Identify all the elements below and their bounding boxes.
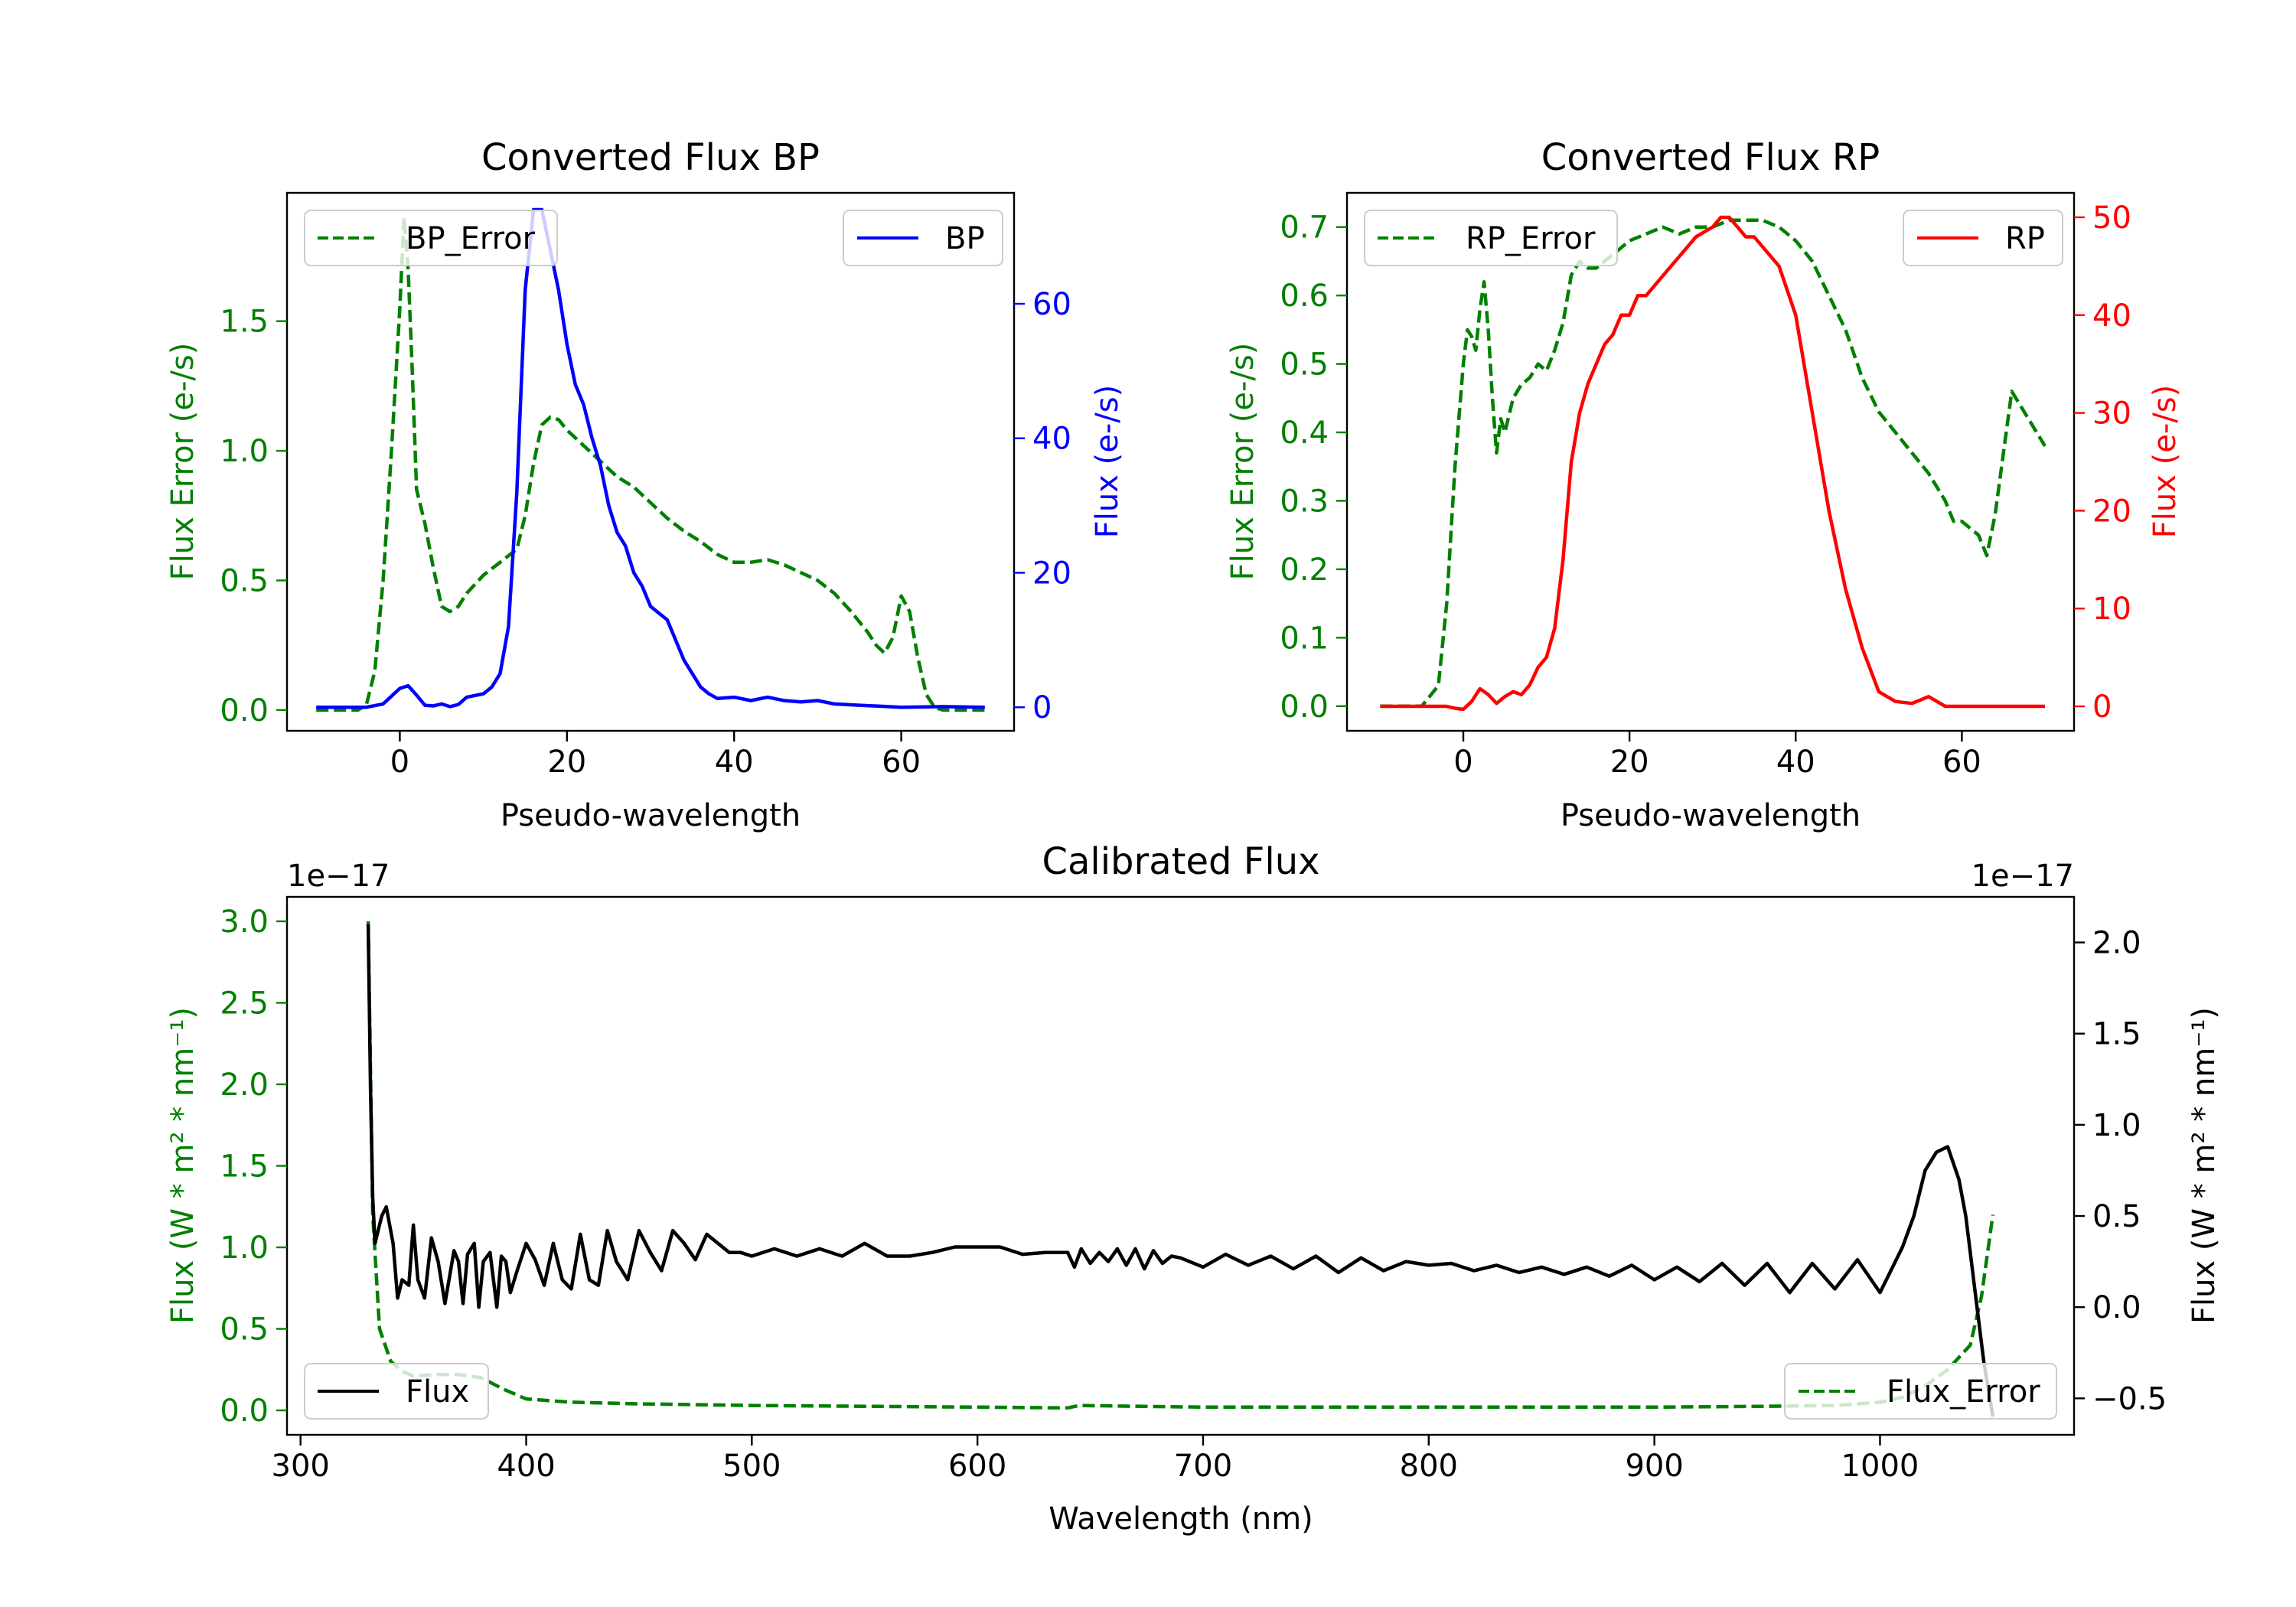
cal-xtick-label: 300 — [272, 1449, 330, 1484]
rp-series-right — [1380, 215, 2045, 712]
panel-rp-ylabel-right: Flux (e-/s) — [2148, 385, 2183, 538]
rp-series-left — [1380, 218, 2047, 709]
legend-label-bp-error: BP_Error — [406, 221, 536, 256]
panel-calibrated-xlabel: Wavelength (nm) — [1049, 1501, 1313, 1537]
rp-ytick-left-label: 0.1 — [1280, 621, 1329, 656]
bp-ytick-left-label: 0.5 — [220, 563, 269, 598]
rp-ytick-right-label: 40 — [2092, 298, 2131, 334]
cal-ytick-left-label: 2.0 — [220, 1068, 269, 1103]
panel-rp: Converted Flux RP 0 20 40 60 0.0 0.1 0.2 0.3 0.4… — [1225, 136, 2183, 833]
rp-ytick-left-label: 0.3 — [1280, 484, 1329, 519]
rp-ytick-left-label: 0.6 — [1280, 279, 1329, 314]
panel-calibrated-tick-layer: 300 400 500 600 700 800 900 1000 0.0 0.5 1.0 1.5 2.0… — [220, 905, 2167, 1484]
panel-bp-axes-frame — [285, 191, 1016, 732]
rp-ytick-right-label: 10 — [2092, 592, 2131, 627]
legend-box — [1364, 210, 1618, 266]
panel-rp-title: Converted Flux RP — [1541, 136, 1880, 179]
rp-ytick-left-label: 0.7 — [1280, 210, 1329, 246]
panel-rp-xlabel: Pseudo-wavelength — [1561, 798, 1861, 833]
legend-label-rp: RP — [2005, 221, 2045, 256]
panel-bp-title: Converted Flux BP — [481, 136, 820, 179]
panel-rp-legend-left[interactable]: RP_Error — [1364, 210, 1618, 266]
bp-ytick-right-label: 20 — [1032, 556, 1071, 591]
panel-calibrated: Calibrated Flux 1e−17 1e−17 300 400 500 600… — [165, 840, 2222, 1537]
cal-ytick-left-label: 0.5 — [220, 1312, 269, 1348]
panel-bp-series-layer — [316, 207, 985, 712]
cal-xtick-label: 400 — [497, 1449, 555, 1484]
bp-ytick-right-label: 60 — [1032, 287, 1071, 322]
rp-xtick-label: 60 — [1942, 745, 1981, 780]
rp-ytick-left-label: 0.5 — [1280, 347, 1329, 383]
cal-ytick-right-label: 2.0 — [2092, 926, 2141, 961]
rp-ytick-left-label: 0.0 — [1280, 689, 1329, 725]
panel-calibrated-offset-left: 1e−17 — [287, 859, 390, 894]
cal-ytick-left-label: 1.5 — [220, 1149, 269, 1185]
legend-box — [1903, 210, 2063, 266]
cal-ytick-left-label: 1.0 — [220, 1231, 269, 1266]
bp-xtick-label: 20 — [547, 745, 586, 780]
rp-xtick-label: 20 — [1610, 745, 1649, 780]
cal-ytick-right-label: 1.5 — [2092, 1017, 2141, 1052]
cal-ytick-right-label: 1.0 — [2092, 1108, 2141, 1143]
cal-ytick-left-label: 3.0 — [220, 905, 269, 940]
bp-ytick-right-label: 40 — [1032, 422, 1071, 457]
legend-label-bp: BP — [945, 221, 985, 256]
legend-label-flux: Flux — [406, 1374, 469, 1410]
cal-ytick-right-label: 0.0 — [2092, 1290, 2141, 1325]
bp-series-right — [316, 207, 985, 709]
bp-ytick-left-label: 1.0 — [220, 434, 269, 469]
bp-xtick-label: 0 — [390, 745, 409, 780]
panel-bp-xlabel: Pseudo-wavelength — [501, 798, 801, 833]
panel-calibrated-ylabel-left: Flux (W * m² * nm⁻¹) — [165, 1007, 201, 1324]
cal-ytick-left-label: 0.0 — [220, 1393, 269, 1429]
rp-ytick-right-label: 30 — [2092, 396, 2131, 432]
bp-ytick-left-label: 1.5 — [220, 305, 269, 340]
rp-xtick-label: 0 — [1453, 745, 1473, 780]
bp-xtick-label: 60 — [882, 745, 921, 780]
panel-rp-legend-right[interactable]: RP — [1903, 210, 2063, 266]
legend-label-flux-error: Flux_Error — [1887, 1374, 2040, 1410]
rp-ytick-right-label: 20 — [2092, 494, 2131, 529]
legend-label-rp-error: RP_Error — [1466, 221, 1596, 256]
legend-box — [304, 210, 558, 266]
rp-ytick-left-label: 0.2 — [1280, 553, 1329, 588]
panel-calibrated-ylabel-right: Flux (W * m² * nm⁻¹) — [2187, 1007, 2222, 1324]
panel-bp-legend-right[interactable]: BP — [843, 210, 1003, 266]
panel-rp-series-layer — [1380, 215, 2047, 712]
bp-ytick-right-label: 0 — [1032, 690, 1052, 725]
legend-box — [1784, 1363, 2057, 1420]
panel-calibrated-legend-flux[interactable]: Flux — [304, 1363, 489, 1420]
panel-rp-ylabel-left: Flux Error (e-/s) — [1225, 343, 1261, 581]
cal-xtick-label: 500 — [722, 1449, 781, 1484]
panel-bp-ylabel-left: Flux Error (e-/s) — [165, 343, 201, 581]
panel-bp-legend-left[interactable]: BP_Error — [304, 210, 558, 266]
legend-box — [304, 1363, 489, 1420]
rp-ytick-right-label: 0 — [2092, 689, 2112, 725]
cal-xtick-label: 700 — [1174, 1449, 1232, 1484]
rp-xtick-label: 40 — [1776, 745, 1815, 780]
panel-bp-tick-layer: 0 20 40 60 0.0 0.5 1.0 1.5 0 20 40 60 — [220, 287, 1071, 780]
cal-xtick-label: 600 — [948, 1449, 1006, 1484]
panel-bp-ylabel-right: Flux (e-/s) — [1090, 385, 1125, 538]
panel-calibrated-legend-flux-error[interactable]: Flux_Error — [1784, 1363, 2057, 1420]
bp-series-left — [316, 215, 985, 712]
legend-box — [843, 210, 1003, 266]
cal-xtick-label: 800 — [1400, 1449, 1458, 1484]
panel-rp-axes-frame — [1345, 191, 2076, 732]
rp-ytick-right-label: 50 — [2092, 200, 2131, 236]
panel-calibrated-offset-right: 1e−17 — [1971, 859, 2074, 894]
panel-rp-tick-layer: 0 20 40 60 0.0 0.1 0.2 0.3 0.4 0.5 0.6 0.7 0 10 20 30 40… — [1280, 200, 2131, 780]
panel-bp: Converted Flux BP 0 20 40 60 0.0 0.5 1.0 1.5 0 20… — [165, 136, 1125, 833]
cal-ytick-right-label: −0.5 — [2092, 1381, 2167, 1416]
cal-xtick-label: 1000 — [1841, 1449, 1919, 1484]
bp-xtick-label: 40 — [715, 745, 754, 780]
cal-series-right — [366, 924, 1995, 1417]
cal-xtick-label: 900 — [1625, 1449, 1683, 1484]
bp-ytick-left-label: 0.0 — [220, 693, 269, 729]
panel-calibrated-title: Calibrated Flux — [1042, 840, 1319, 883]
cal-ytick-left-label: 2.5 — [220, 986, 269, 1021]
rp-ytick-left-label: 0.4 — [1280, 416, 1329, 451]
cal-ytick-right-label: 0.5 — [2092, 1199, 2141, 1234]
